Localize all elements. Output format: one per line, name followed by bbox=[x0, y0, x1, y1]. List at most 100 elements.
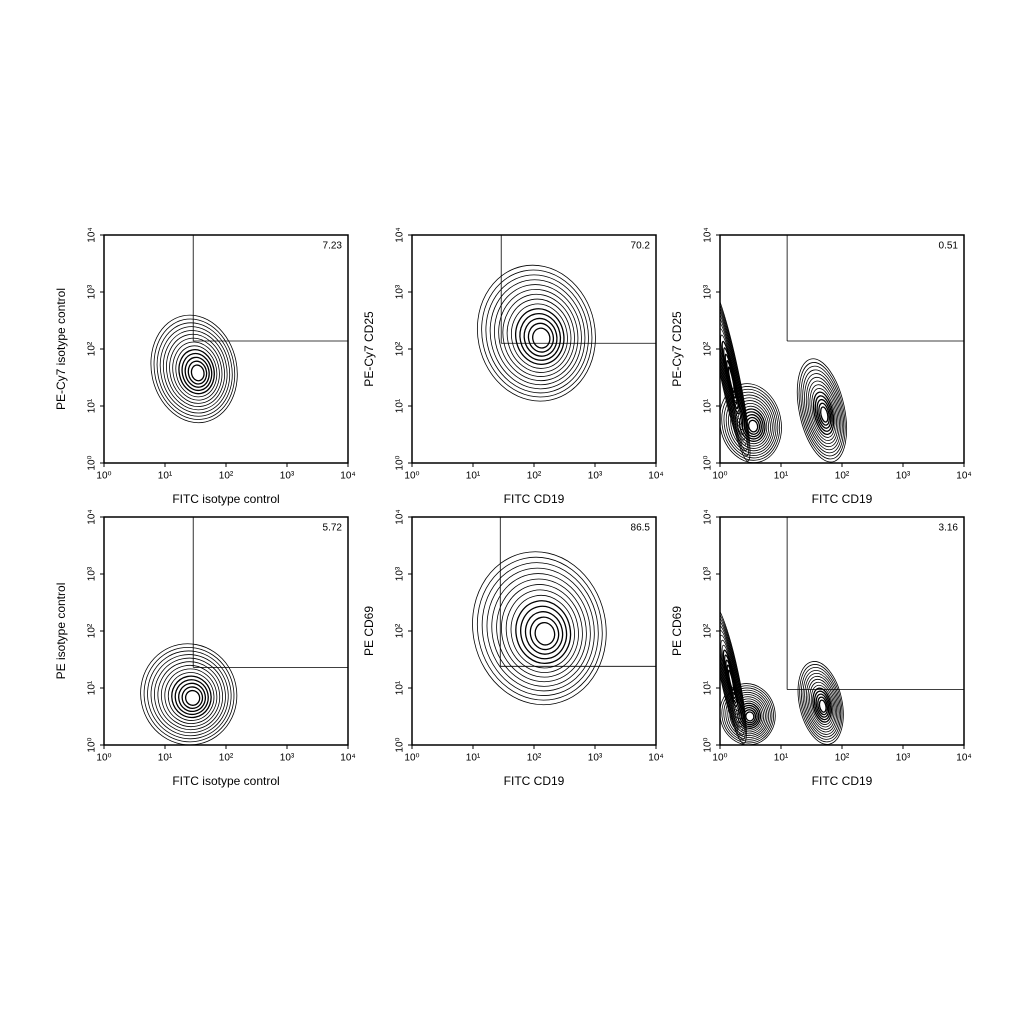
contour-line bbox=[800, 365, 845, 457]
panel: 70.2 10⁰ 10¹ 10² 10³ 10⁴ 10⁰ 10¹ 10² 10³ 10⁴ FITC C… bbox=[362, 227, 664, 506]
contour-line bbox=[804, 373, 842, 451]
contour-line bbox=[818, 402, 830, 426]
x-axis-label: FITC isotype control bbox=[172, 492, 279, 506]
contour-line bbox=[150, 654, 229, 737]
contour-line bbox=[534, 621, 556, 646]
contour-line bbox=[720, 619, 744, 732]
contour-line bbox=[529, 616, 560, 651]
contour-line bbox=[496, 578, 587, 683]
contour-line bbox=[814, 395, 833, 432]
y-tick-label: 10² bbox=[87, 341, 98, 356]
contour-line bbox=[804, 672, 839, 735]
plot-frame bbox=[411, 516, 657, 746]
contour-line bbox=[476, 556, 603, 701]
x-tick-label: 10² bbox=[527, 471, 542, 482]
contour-line bbox=[157, 661, 223, 731]
contours bbox=[472, 551, 607, 706]
contour-line bbox=[800, 667, 842, 740]
contour-line bbox=[729, 694, 768, 737]
contour-line bbox=[506, 298, 572, 373]
contour-line bbox=[805, 376, 840, 448]
x-tick-label: 10⁰ bbox=[404, 471, 419, 482]
x-tick-label: 10⁴ bbox=[340, 753, 355, 764]
contour-line bbox=[160, 664, 221, 728]
contour-line bbox=[720, 302, 747, 446]
contour-line bbox=[741, 706, 758, 726]
contour-line bbox=[720, 289, 750, 457]
contour-line bbox=[728, 394, 775, 454]
x-tick-label: 10⁰ bbox=[96, 753, 111, 764]
contour-line bbox=[164, 668, 218, 724]
x-tick-label: 10¹ bbox=[158, 753, 173, 764]
contour-line bbox=[737, 702, 762, 729]
y-tick-label: 10⁴ bbox=[703, 227, 714, 242]
contour-line bbox=[727, 366, 736, 394]
y-tick-label: 10² bbox=[703, 341, 714, 356]
gate-percent: 7.23 bbox=[323, 241, 343, 252]
contour-line bbox=[802, 669, 840, 738]
y-tick-label: 10⁴ bbox=[703, 509, 714, 524]
y-axis-label: PE CD69 bbox=[362, 606, 376, 656]
y-tick-label: 10³ bbox=[703, 566, 714, 581]
contour-line bbox=[813, 690, 831, 721]
contour-line bbox=[190, 364, 205, 382]
contours bbox=[150, 314, 238, 424]
panel: 0.51 10⁰ 10¹ 10² 10³ 10⁴ 10⁰ 10¹ 10² 10³ 10⁴ FITC C… bbox=[670, 227, 972, 506]
x-tick-label: 10⁴ bbox=[648, 471, 663, 482]
contour-line bbox=[727, 669, 735, 691]
contour-line bbox=[515, 600, 572, 664]
contour-line bbox=[156, 322, 233, 417]
contour-line bbox=[739, 408, 766, 442]
y-tick-label: 10³ bbox=[87, 566, 98, 581]
contour-line bbox=[745, 711, 755, 722]
y-tick-label: 10¹ bbox=[87, 680, 98, 695]
y-tick-label: 10² bbox=[395, 341, 406, 356]
y-axis-label: PE-Cy7 CD25 bbox=[362, 311, 376, 387]
x-tick-label: 10⁴ bbox=[956, 471, 971, 482]
contour-line bbox=[743, 414, 762, 438]
x-tick-label: 10² bbox=[219, 753, 234, 764]
contour-line bbox=[140, 643, 238, 745]
contour-line bbox=[809, 384, 837, 441]
contour-line bbox=[481, 562, 599, 696]
contour-line bbox=[720, 321, 744, 430]
contour-line bbox=[502, 293, 575, 377]
contour-line bbox=[797, 661, 844, 745]
contour-line bbox=[723, 388, 779, 459]
y-axis-label: PE CD69 bbox=[670, 606, 684, 656]
y-tick-label: 10¹ bbox=[395, 680, 406, 695]
contour-line bbox=[733, 698, 765, 733]
y-tick-label: 10⁴ bbox=[395, 509, 406, 524]
contour-line bbox=[472, 551, 607, 706]
contour-line bbox=[720, 296, 749, 451]
contour-line bbox=[489, 279, 586, 390]
contour-line bbox=[181, 686, 204, 709]
contour-line bbox=[498, 289, 579, 382]
y-tick-label: 10⁰ bbox=[703, 455, 714, 470]
y-tick-label: 10⁰ bbox=[395, 737, 406, 752]
x-tick-label: 10¹ bbox=[774, 753, 789, 764]
contour-line bbox=[807, 380, 839, 444]
contour-line bbox=[143, 646, 235, 743]
x-tick-label: 10⁰ bbox=[712, 753, 727, 764]
panel: 5.72 10⁰ 10¹ 10² 10³ 10⁴ 10⁰ 10¹ 10² 10³ 10⁴ FITC i… bbox=[54, 509, 356, 788]
contour-line bbox=[725, 391, 777, 456]
y-tick-label: 10⁰ bbox=[395, 455, 406, 470]
x-tick-label: 10³ bbox=[896, 753, 911, 764]
contour-line bbox=[796, 358, 847, 463]
contour-line bbox=[810, 684, 834, 725]
y-axis-label: PE isotype control bbox=[54, 583, 68, 680]
gate-percent: 0.51 bbox=[939, 241, 959, 252]
contour-line bbox=[812, 687, 833, 723]
contour-line bbox=[721, 685, 774, 744]
contour-line bbox=[501, 584, 583, 678]
contour-line bbox=[723, 687, 773, 742]
contour-line bbox=[147, 650, 232, 740]
contour-line bbox=[720, 639, 740, 716]
x-tick-label: 10² bbox=[835, 753, 850, 764]
x-tick-label: 10¹ bbox=[466, 753, 481, 764]
x-axis-label: FITC CD19 bbox=[812, 774, 873, 788]
contour-line bbox=[505, 589, 579, 673]
x-axis-label: FITC isotype control bbox=[172, 774, 279, 788]
